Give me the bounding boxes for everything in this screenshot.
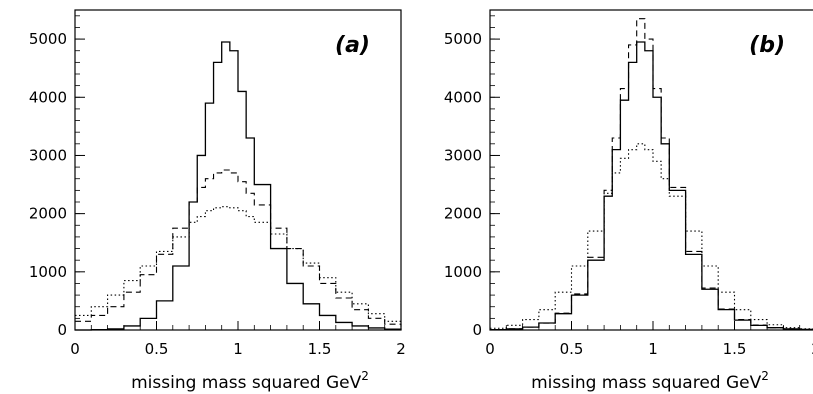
x-tick-label: 1.5 [723,340,747,358]
y-tick-label: 1000 [29,263,67,281]
series-line-solid [490,41,813,331]
panel-label: (b) [749,33,785,58]
y-tick-label: 3000 [29,146,67,164]
ticks: 0 0.5 1 1.5 2 0 1000 2000 3000 4000 5000 [444,15,813,358]
series-line-dashed [75,169,402,328]
y-tick-label: 2000 [444,205,482,223]
x-tick-label: 2 [811,340,813,358]
x-tick-label: 1 [648,340,658,358]
series-layer [490,18,813,331]
x-axis-title-text: missing mass squared GeV [131,373,362,393]
y-tick-label: 0 [472,321,482,339]
y-tick-label: 1000 [444,263,482,281]
ticks: 0 0.5 1 1.5 2 0 1000 2000 3000 4000 5000 [29,15,406,358]
x-tick-label: 0 [485,340,495,358]
x-axis-title-superscript: 2 [761,369,769,383]
panel-label: (a) [335,33,370,58]
y-tick-label: 5000 [29,30,67,48]
x-tick-label: 0 [70,340,80,358]
x-tick-label: 1 [233,340,243,358]
y-tick-label: 5000 [444,30,482,48]
plot-frame [489,9,813,331]
y-tick-label: 2000 [29,205,67,223]
x-tick-label: 2 [396,340,406,358]
x-axis-title: missing mass squared GeV2 [531,369,769,393]
y-tick-label: 4000 [29,88,67,106]
x-tick-label: 0.5 [560,340,584,358]
x-axis-title: missing mass squared GeV2 [131,369,369,393]
chart-panel-b: 0 0.5 1 1.5 2 0 1000 2000 3000 4000 5000 (b) missi… [444,9,813,393]
series-line-dotted [75,206,402,326]
x-tick-label: 0.5 [145,340,169,358]
x-axis-title-text: missing mass squared GeV [531,373,762,393]
series-line-dashed [490,18,813,331]
y-tick-label: 0 [57,321,67,339]
series-layer [75,41,402,331]
y-tick-label: 4000 [444,88,482,106]
series-line-solid [75,41,402,331]
x-tick-label: 1.5 [308,340,332,358]
x-axis-title-superscript: 2 [361,369,369,383]
chart-panel-a: 0 0.5 1 1.5 2 0 1000 2000 3000 4000 5000 (a) missi… [29,9,406,393]
series-line-dotted [490,143,813,330]
y-tick-label: 3000 [444,146,482,164]
